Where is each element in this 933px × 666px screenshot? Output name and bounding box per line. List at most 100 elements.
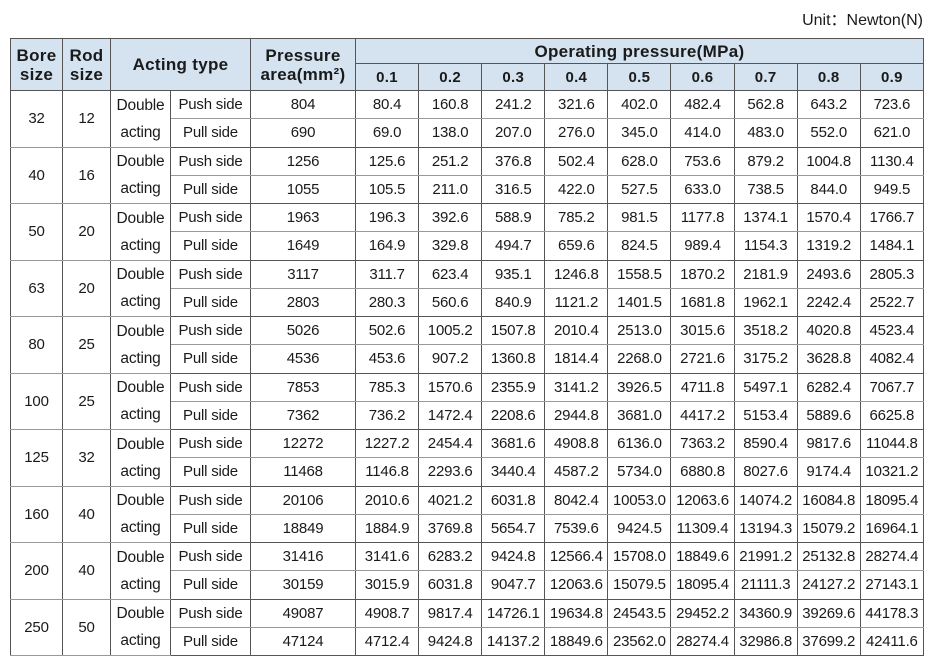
- force-cell: 9424.8: [418, 626, 483, 657]
- rod-cell: 40: [62, 485, 111, 543]
- force-cell: 376.8: [481, 146, 546, 176]
- unit-label: Unit：Newton(N): [802, 12, 923, 29]
- force-cell: 34360.9: [733, 598, 798, 628]
- acting-cell: Double acting: [110, 598, 171, 656]
- force-cell: 15079.5: [607, 570, 672, 600]
- force-cell: 3015.9: [354, 570, 420, 600]
- force-cell: 14726.1: [481, 598, 546, 628]
- force-cell: 1146.8: [354, 457, 420, 487]
- force-cell: 2181.9: [733, 259, 798, 289]
- header-cell: Acting type: [110, 38, 251, 91]
- rod-cell: 25: [62, 372, 111, 430]
- force-cell: 8042.4: [544, 485, 609, 515]
- acting-cell: Double acting: [110, 372, 171, 430]
- area-cell: 31416: [250, 541, 356, 572]
- force-cell: 5734.0: [607, 457, 672, 487]
- force-cell: 15079.2: [796, 513, 861, 544]
- side-cell: Pull side: [170, 287, 251, 318]
- force-cell: 196.3: [354, 202, 420, 233]
- bore-cell: 50: [10, 203, 63, 261]
- force-cell: 1227.2: [354, 428, 420, 459]
- force-cell: 12063.6: [544, 570, 609, 600]
- force-cell: 907.2: [418, 344, 483, 374]
- rod-cell: 20: [62, 203, 111, 261]
- area-cell: 30159: [250, 570, 356, 600]
- force-cell: 4908.8: [544, 428, 609, 459]
- side-cell: Pull side: [170, 626, 251, 657]
- force-cell: 9817.6: [796, 428, 861, 459]
- side-cell: Pull side: [170, 457, 251, 487]
- force-cell: 21991.2: [733, 541, 798, 572]
- force-cell: 27143.1: [859, 570, 924, 600]
- row: 200 40 Double acting Push side 31416 3141.6 62…: [10, 541, 924, 600]
- force-cell: 1814.4: [544, 344, 609, 374]
- force-cell: 422.0: [544, 174, 609, 205]
- force-cell: 11309.4: [670, 513, 735, 544]
- bore-cell: 160: [10, 485, 63, 543]
- area-cell: 7362: [250, 400, 356, 431]
- force-cell: 1507.8: [481, 315, 546, 346]
- force-cell: 659.6: [544, 231, 609, 261]
- force-cell: 6031.8: [481, 485, 546, 515]
- force-cell: 80.4: [354, 89, 420, 120]
- row: 100 25 Double acting Push side 7853 785.3 1570…: [10, 372, 924, 430]
- rod-cell: 40: [62, 542, 111, 600]
- row: Pull side 47124 4712.4 9424.8 14137.2 18849.6…: [11, 626, 924, 657]
- force-cell: 3141.2: [544, 372, 609, 402]
- area-cell: 804: [250, 89, 356, 120]
- force-cell: 562.8: [733, 89, 798, 120]
- force-cell: 2721.6: [670, 344, 735, 374]
- force-cell: 1005.2: [418, 315, 483, 346]
- acting-cell: Double acting: [110, 203, 171, 261]
- bore-cell: 63: [10, 259, 63, 317]
- force-cell: 316.5: [481, 174, 546, 205]
- pressure-header: 0.4: [544, 63, 609, 91]
- area-cell: 1963: [250, 202, 356, 233]
- header-cell: Pressure area(mm²): [250, 38, 356, 91]
- force-cell: 105.5: [354, 174, 420, 205]
- force-cell: 9424.5: [607, 513, 672, 544]
- bore-cell: 100: [10, 372, 63, 430]
- pressure-header: 0.2: [418, 63, 483, 91]
- area-cell: 690: [250, 118, 356, 148]
- force-cell: 14074.2: [733, 485, 798, 515]
- force-cell: 2010.4: [544, 315, 609, 346]
- rod-cell: 12: [62, 90, 111, 148]
- force-cell: 588.9: [481, 202, 546, 233]
- force-cell: 483.0: [733, 118, 798, 148]
- force-cell: 402.0: [607, 89, 672, 120]
- force-cell: 5889.6: [796, 400, 861, 431]
- row: 250 50 Double acting Push side 49087 4908.7 98…: [10, 598, 924, 656]
- force-cell: 7539.6: [544, 513, 609, 544]
- pressure-header: 0.9: [859, 63, 924, 91]
- side-cell: Pull side: [170, 344, 251, 374]
- force-cell: 4908.7: [354, 598, 420, 628]
- area-cell: 18849: [250, 513, 356, 544]
- side-cell: Push side: [170, 146, 251, 176]
- side-cell: Push side: [170, 89, 251, 120]
- area-cell: 5026: [250, 315, 356, 346]
- pressure-header: 0.5: [607, 63, 672, 91]
- force-cell: 19634.8: [544, 598, 609, 628]
- row: 80 25 Double acting Push side 5026 502.6 1005.…: [10, 315, 924, 374]
- force-cell: 949.5: [859, 174, 924, 205]
- force-cell: 6625.8: [859, 400, 924, 431]
- force-cell: 9424.8: [481, 541, 546, 572]
- side-cell: Push side: [170, 598, 251, 628]
- area-cell: 11468: [250, 457, 356, 487]
- header-cell: Bore size: [10, 38, 63, 91]
- force-cell: 1319.2: [796, 231, 861, 261]
- side-cell: Pull side: [170, 174, 251, 205]
- force-cell: 160.8: [418, 89, 483, 120]
- force-cell: 138.0: [418, 118, 483, 148]
- force-cell: 28274.4: [859, 541, 924, 572]
- area-cell: 1256: [250, 146, 356, 176]
- force-cell: 643.2: [796, 89, 861, 120]
- force-cell: 211.0: [418, 174, 483, 205]
- force-cell: 981.5: [607, 202, 672, 233]
- force-cell: 1570.6: [418, 372, 483, 402]
- area-cell: 7853: [250, 372, 356, 402]
- side-cell: Push side: [170, 541, 251, 572]
- force-cell: 1246.8: [544, 259, 609, 289]
- force-cell: 628.0: [607, 146, 672, 176]
